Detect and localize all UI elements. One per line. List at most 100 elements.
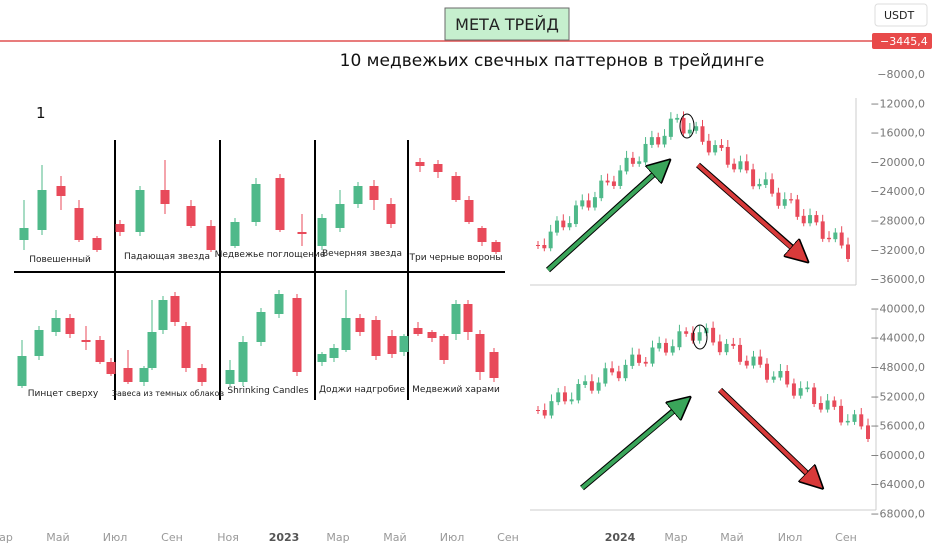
time-label: ар [0,531,13,544]
candle-body [74,208,84,240]
candle-body [556,392,561,403]
highlight [692,324,708,350]
price-label: −32000,0 [870,244,925,257]
candle-body [542,245,547,249]
candle-body [160,190,170,204]
candle-body [274,294,284,314]
candle-body [589,381,594,391]
candle-body [694,126,699,131]
candle-body [341,318,351,350]
candle-body [744,161,749,171]
candle-body [536,410,540,411]
badge [444,7,570,41]
candle-body [477,228,487,242]
illustration: Повешенный Падающая звезда Медвежье поглощ… [14,98,877,511]
candle-body [706,140,711,153]
candle-body [275,178,285,230]
candle-body [335,204,345,228]
candle-body [135,190,145,232]
candle-body [776,192,781,206]
candle-body [37,190,47,230]
candle-body [475,334,485,372]
candle-body [684,331,689,334]
candle-body [724,343,729,353]
price-label: −28000,0 [870,215,925,228]
candle-body [624,157,629,172]
image-title: 10 медвежьих свечных паттернов в трейдин… [340,51,765,71]
candle-body [616,371,621,379]
candle-body [463,304,473,332]
candle-body [825,400,830,410]
time-label: Июл [103,531,128,544]
candle-body [700,126,705,142]
price-label: −12000,0 [870,97,925,110]
pattern-label: Доджи надгробие [319,385,406,395]
candle-body [51,318,61,332]
candle-body [433,164,443,172]
candle-body [251,184,261,222]
currency-box[interactable] [874,3,928,27]
candle-body [630,157,635,164]
time-label: Май [383,531,406,544]
candle-body [197,368,207,382]
arrow-down [718,388,815,481]
candle-body [859,414,864,427]
candle-body [317,218,327,246]
price-label: −20000,0 [870,156,925,169]
candle-body [801,215,806,224]
candle-body [115,224,125,232]
candle-body [637,354,642,363]
candle-body [839,405,844,423]
highlight [679,113,695,139]
candle-body [827,237,832,240]
candle-body [833,232,838,240]
candle-body [238,342,248,382]
candle-body [569,399,574,402]
candle-body [805,387,810,390]
candle-body [681,117,686,134]
image-number: 1 [36,104,46,122]
candle-body [637,161,642,164]
candle-body [839,232,844,246]
candle-body [92,238,102,250]
pattern-label: Завеса из темных облаков [112,389,225,398]
candle-body [764,363,769,380]
candle-body [719,145,724,148]
candle-body [592,197,597,208]
candle-body [611,181,616,186]
candle-body [554,220,559,233]
candle-body [845,420,850,423]
candle-body [738,161,743,170]
candle-body [329,348,339,358]
candle-body [489,352,499,378]
pattern-label: Медвежье поглощение [215,250,326,260]
candle-body [580,200,585,207]
candle-body [206,226,216,250]
candle-body [158,300,168,330]
candle-body [725,146,730,165]
candle-body [791,383,796,396]
candle-body [738,344,743,362]
candle-body [713,145,718,153]
candle-body [186,206,196,226]
candle-body [576,383,581,401]
candle-body [225,370,235,384]
price-label: −24000,0 [870,185,925,198]
time-label: 2024 [605,531,636,544]
candle-body [549,401,554,416]
candle-body [413,328,423,334]
currency[interactable]: USDT [884,9,915,22]
candle-body [744,360,749,366]
candle-body [603,368,608,384]
candle-body [771,376,776,380]
candle-body [789,199,794,201]
price-label: −8000,0 [877,68,925,81]
price-tag-box [872,33,932,49]
candle-body [818,403,823,410]
candle-body [662,135,667,145]
candle-body [758,356,763,365]
arrow-up [580,404,682,490]
candle-body [795,199,800,217]
candle-body [34,330,44,356]
time-label: 2023 [269,531,300,544]
